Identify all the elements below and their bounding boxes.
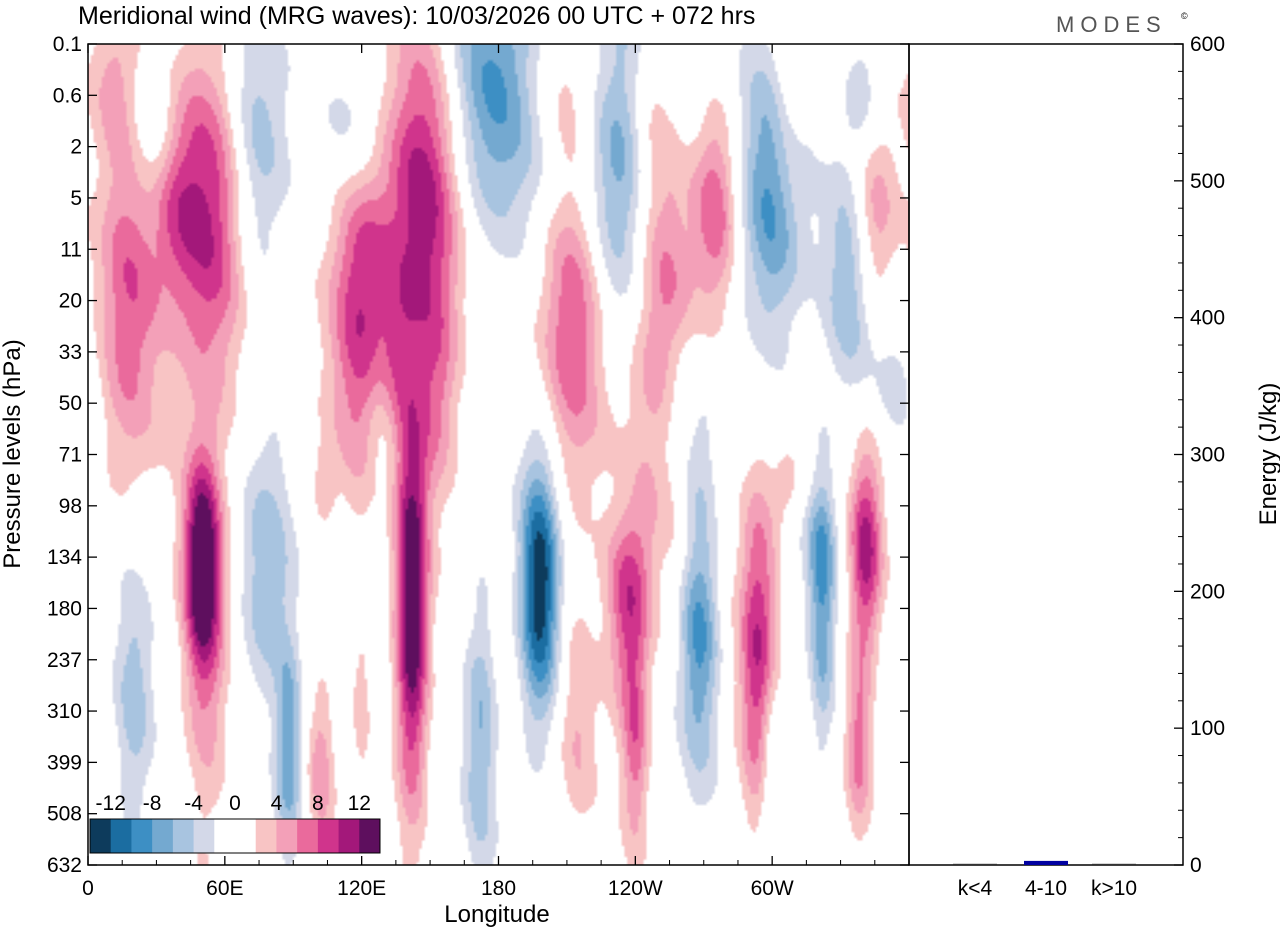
pressure-tick-label: 33: [59, 341, 82, 364]
pressure-tick-label: 180: [47, 597, 82, 620]
energy-axis: 0 100 200 300 400 500 600: [1174, 33, 1225, 877]
energy-axis-label: Energy (J/kg): [1255, 383, 1280, 526]
heatmap-field: [88, 44, 909, 865]
colorbar-swatch: [214, 819, 236, 853]
colorbar-swatch: [131, 819, 153, 853]
colorbar-swatch: [172, 819, 195, 853]
wavenumber-tick-label: 4-10: [1025, 877, 1067, 900]
pressure-tick-label: 399: [47, 751, 82, 774]
pressure-tick-label: 2: [70, 136, 82, 159]
pressure-tick-label: 20: [59, 290, 82, 313]
pressure-tick-label: 237: [47, 649, 82, 672]
y-axis-label: Pressure levels (hPa): [0, 339, 26, 568]
pressure-tick-label: 50: [59, 392, 82, 415]
wavenumber-axis: k<4 4-10 k>10: [958, 877, 1137, 900]
colorbar: [89, 818, 381, 854]
colorbar-swatch: [317, 819, 340, 853]
colorbar-label: -12: [96, 792, 126, 815]
longitude-tick-label: 120E: [337, 877, 386, 900]
energy-bar: [1092, 863, 1136, 865]
chart-title: Meridional wind (MRG waves): 10/03/2026 …: [78, 2, 755, 30]
energy-panel-frame: [908, 43, 1184, 866]
pressure-tick-label: 98: [59, 495, 82, 518]
colorbar-label: 0: [229, 792, 241, 815]
pressure-tick-label: 0.6: [53, 84, 82, 107]
colorbar-swatch: [193, 819, 215, 853]
energy-tick-label: 500: [1190, 170, 1225, 193]
longitude-tick-label: 60W: [751, 877, 794, 900]
pressure-tick-label: 5: [70, 187, 82, 210]
pressure-tick-label: 134: [47, 546, 82, 569]
energy-tick-label: 600: [1190, 33, 1225, 56]
pressure-tick-label: 11: [60, 238, 82, 261]
energy-bar: [1024, 860, 1068, 865]
energy-bars: [953, 860, 1136, 865]
energy-tick-label: 200: [1190, 580, 1225, 603]
colorbar-labels: -12 -8 -4 0 4 8 12: [96, 792, 371, 815]
energy-tick-label: 300: [1190, 444, 1225, 467]
colorbar-swatch: [152, 819, 174, 853]
pressure-tick-label: 310: [47, 700, 82, 723]
colorbar-swatch: [338, 819, 360, 853]
colorbar-swatch: [110, 819, 132, 853]
colorbar-label: 4: [271, 792, 283, 815]
energy-bar: [953, 863, 997, 865]
longitude-tick-label: 180: [481, 877, 516, 900]
pressure-tick-label: 0.1: [53, 33, 82, 56]
colorbar-swatch: [255, 819, 277, 853]
longitude-axis: 0 60E 120E 180 120W 60W: [82, 44, 876, 900]
colorbar-swatch: [297, 819, 319, 853]
brand-copyright-mark: ©: [1181, 11, 1188, 21]
wavenumber-tick-label: k>10: [1091, 877, 1137, 900]
wavenumber-tick-label: k<4: [958, 877, 993, 900]
longitude-tick-label: 0: [82, 877, 94, 900]
colorbar-swatch: [276, 819, 298, 853]
energy-tick-label: 400: [1190, 307, 1225, 330]
energy-tick-label: 0: [1190, 854, 1202, 877]
brand-logo: MODES: [1056, 12, 1167, 37]
colorbar-swatch: [235, 819, 257, 853]
colorbar-label: -4: [184, 792, 203, 815]
energy-tick-label: 100: [1190, 717, 1225, 740]
x-axis-label: Longitude: [444, 901, 549, 928]
pressure-axis: 0.1 0.6 2 5 11 20 33 50 71 98 134 180 237 310 399 508 63…: [47, 33, 909, 877]
colorbar-label: 12: [348, 792, 371, 815]
longitude-tick-label: 60E: [206, 877, 243, 900]
pressure-tick-label: 71: [59, 444, 82, 467]
longitude-tick-label: 120W: [608, 877, 663, 900]
colorbar-label: -8: [143, 792, 162, 815]
pressure-tick-label: 632: [47, 854, 82, 877]
pressure-tick-label: 508: [47, 803, 82, 826]
colorbar-swatch: [359, 819, 381, 853]
colorbar-border: [89, 818, 381, 854]
colorbar-swatch: [90, 819, 112, 853]
colorbar-label: 8: [312, 792, 324, 815]
